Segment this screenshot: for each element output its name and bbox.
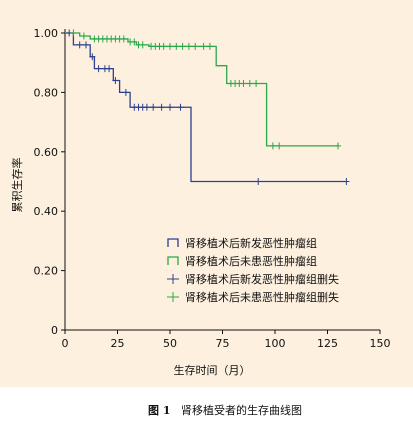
y-tick-label: 1.00 [34,27,59,40]
censor-mark [89,53,96,61]
censor-mark [192,42,199,50]
censor-mark [185,42,192,50]
x-tick-label: 100 [265,337,286,350]
censor-mark [177,103,184,111]
y-tick-label: 0.20 [34,265,59,278]
censor-mark [76,41,83,49]
censor-mark [276,142,283,150]
censor-mark [143,103,150,111]
legend-label: 肾移植术后新发恶性肿瘤组 [185,236,317,250]
x-axis-title: 生存时间（月） [174,363,251,377]
plot-area: 0 25 50 75 100 125 150 0 0.20 0.40 0.60 0.80 1.00 [34,27,391,350]
censor-mark [150,103,157,111]
y-tick-label: 0 [51,324,58,337]
censor-mark [160,42,167,50]
censor-mark [70,29,77,37]
censor-mark [246,79,253,87]
x-tick-label: 125 [317,337,338,350]
x-tick-label: 25 [111,337,125,350]
legend-swatch [167,238,179,247]
y-tick-label: 0.80 [34,86,59,99]
censor-mark [167,103,173,111]
caption-label: 图 1 [148,404,170,417]
censor-mark [253,79,260,87]
caption-text: 肾移植受者的生存曲线图 [181,403,302,417]
axis-ticks: 0 25 50 75 100 125 150 0 0.20 0.40 0.60 0.80 1.00 [34,27,391,350]
censor-mark [206,42,213,50]
censor-mark [120,35,127,43]
y-tick-label: 0.60 [34,146,59,159]
legend-item: 肾移植术后未患恶性肿瘤组删失 [167,290,339,304]
censor-mark [173,42,180,50]
censor-mark [179,42,186,50]
censor-mark [255,178,262,185]
censor-mark [158,103,165,111]
censor-mark [269,142,276,150]
censor-mark [80,32,87,40]
censor-mark [240,79,247,87]
y-axis-title: 累积生存率 [10,158,24,213]
legend-swatch [167,292,179,302]
censor-marks [66,29,350,185]
y-tick-label: 0.40 [34,205,59,218]
legend-label: 肾移植术后新发恶性肿瘤组删失 [185,272,339,286]
legend-swatch [167,274,179,284]
censor-mark [112,77,119,85]
legend-item: 肾移植术后新发恶性肿瘤组 [167,236,317,250]
censor-mark [139,41,146,49]
x-tick-label: 75 [216,337,230,350]
legend-swatch [167,256,179,265]
censor-mark [83,41,89,49]
legend: 肾移植术后新发恶性肿瘤组肾移植术后未患恶性肿瘤组肾移植术后新发恶性肿瘤组删失肾移… [167,236,339,304]
x-tick-label: 0 [62,337,69,350]
censor-mark [106,65,113,73]
legend-item: 肾移植术后新发恶性肿瘤组删失 [167,272,339,286]
censor-mark [343,178,350,185]
chart-panel [0,0,413,387]
figure-caption: 图 1 肾移植受者的生存曲线图 [148,403,302,417]
x-tick-label: 50 [163,337,177,350]
censor-mark [95,65,102,73]
legend-item: 肾移植术后未患恶性肿瘤组 [167,254,317,268]
censor-mark [122,88,129,96]
censor-mark [167,42,173,50]
legend-label: 肾移植术后未患恶性肿瘤组删失 [185,290,339,304]
censor-mark [131,38,138,46]
legend-label: 肾移植术后未患恶性肿瘤组 [185,254,317,268]
censor-mark [200,42,207,50]
x-tick-label: 150 [370,337,391,350]
censor-mark [335,142,341,150]
